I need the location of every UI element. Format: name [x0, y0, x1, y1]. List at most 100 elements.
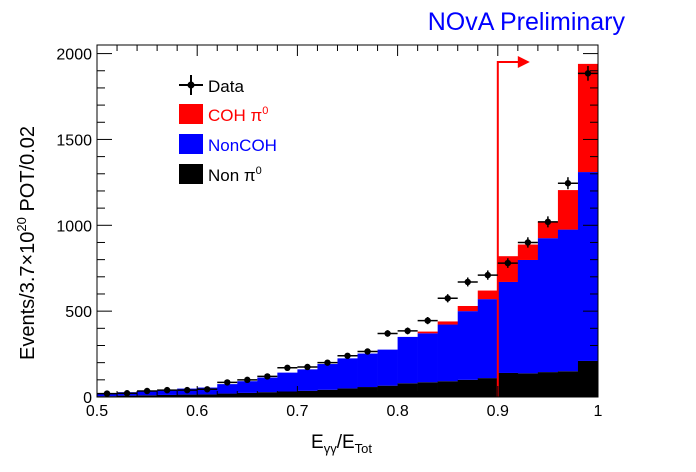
- x-axis-label-sub2: Tot: [355, 441, 373, 456]
- bar-non-0-bin-3: [157, 394, 178, 397]
- data-point-1: [117, 390, 138, 397]
- bar-noncoh-bin-21: [517, 259, 539, 374]
- bar-non-0-bin-16: [417, 382, 438, 397]
- bar-noncoh-bin-22: [537, 238, 559, 373]
- bar-non-0-bin-14: [377, 385, 398, 397]
- data-point-8: [257, 373, 278, 380]
- histogram-bars: [97, 63, 599, 397]
- chart-title: NOvA Preliminary: [428, 8, 626, 36]
- data-point-13: [357, 348, 378, 355]
- legend-label-coh-pi0-sup: 0: [262, 105, 268, 117]
- data-point-3: [157, 386, 178, 394]
- x-tick-label: 0.7: [286, 403, 308, 420]
- cut-line-path: [496, 61, 520, 397]
- bar-noncoh-bin-9: [277, 372, 298, 392]
- bar-coh-0-bin-18: [457, 305, 479, 312]
- bar-coh-0-bin-22: [537, 221, 559, 239]
- bar-non-0-bin-8: [257, 392, 278, 397]
- x-axis-label-main: E: [311, 432, 324, 453]
- bar-coh-0-bin-17: [437, 321, 459, 325]
- svg-text:COH π0: COH π0: [208, 105, 268, 125]
- data-point-16: [417, 316, 438, 325]
- bar-noncoh-bin-6: [217, 384, 238, 394]
- data-point-7: [237, 376, 258, 384]
- bar-noncoh-bin-12: [337, 358, 358, 389]
- bar-noncoh-bin-23: [557, 229, 579, 372]
- bar-noncoh-bin-24: [577, 172, 599, 361]
- cut-arrow-head: [517, 56, 530, 68]
- x-axis-label: Eγγ/ETot: [311, 432, 372, 456]
- legend-label-non-pi0-sup: 0: [256, 165, 262, 177]
- bar-coh-0-bin-19: [477, 290, 499, 300]
- bar-noncoh-bin-17: [437, 324, 459, 382]
- data-point-20: [497, 258, 518, 268]
- bar-non-0-bin-6: [217, 393, 238, 397]
- svg-text:Eγγ/ETot: Eγγ/ETot: [311, 432, 372, 456]
- legend: Data COH π0 NonCOH Non π0: [179, 75, 277, 185]
- data-point-23: [557, 177, 578, 190]
- y-tick-label: 2000: [56, 47, 92, 64]
- bar-non-0-bin-19: [477, 378, 499, 397]
- bar-non-0-bin-13: [357, 387, 378, 397]
- bar-non-0-bin-4: [177, 394, 198, 397]
- y-tick-label: 1000: [56, 218, 92, 235]
- bar-noncoh-bin-11: [317, 364, 338, 390]
- bar-non-0-bin-24: [577, 360, 599, 397]
- x-tick-label: 0.5: [86, 403, 108, 420]
- data-point-17: [437, 294, 458, 303]
- bar-noncoh-bin-19: [477, 299, 499, 379]
- bar-non-0-bin-9: [277, 391, 298, 397]
- axis-ticks: 0.5 0.6 0.7 0.8 0.9 1 0 500 1000 1500 2000: [56, 45, 603, 420]
- data-point-18: [457, 277, 478, 287]
- y-axis-label-post: POT/0.02: [17, 126, 39, 217]
- data-point-4: [177, 386, 198, 394]
- legend-label-noncoh: NonCOH: [208, 136, 277, 155]
- x-axis-label-sub1: γγ: [324, 441, 338, 456]
- bar-non-0-bin-22: [537, 372, 559, 397]
- cut-line: [496, 56, 530, 397]
- bar-non-0-bin-2: [137, 395, 158, 397]
- bar-non-0-bin-5: [197, 394, 218, 397]
- bar-non-0-bin-15: [397, 383, 418, 397]
- svg-text:Events/3.7×1020 POT/0.02: Events/3.7×1020 POT/0.02: [14, 126, 39, 360]
- bar-coh-0-bin-23: [557, 190, 579, 230]
- data-point-12: [337, 352, 358, 359]
- bar-noncoh-bin-13: [357, 353, 378, 388]
- data-point-0: [97, 390, 118, 397]
- legend-label-data: Data: [208, 77, 244, 96]
- bar-non-0-bin-17: [437, 381, 459, 397]
- bar-non-0-bin-20: [497, 372, 519, 397]
- bar-coh-0-bin-21: [517, 244, 539, 260]
- bar-non-0-bin-7: [237, 392, 258, 397]
- plot-frame: [96, 44, 599, 398]
- bar-noncoh-bin-15: [397, 336, 418, 384]
- data-point-15: [397, 327, 418, 335]
- x-tick-label: 0.8: [386, 403, 408, 420]
- legend-entry-non-pi0: Non π0: [179, 164, 262, 185]
- data-point-10: [297, 363, 318, 371]
- bar-non-0-bin-21: [517, 373, 539, 397]
- bar-non-0-bin-23: [557, 371, 579, 397]
- data-point-22: [537, 216, 558, 228]
- y-axis-label-pre: Events/3.7×10: [17, 232, 39, 360]
- legend-label-coh-pi0: COH π: [208, 106, 262, 125]
- bar-noncoh-bin-14: [377, 349, 398, 386]
- y-tick-label: 0: [83, 390, 92, 407]
- legend-entry-noncoh: NonCOH: [179, 134, 277, 155]
- legend-entry-data: Data: [179, 75, 244, 96]
- data-point-24: [577, 65, 598, 81]
- bar-noncoh-bin-20: [497, 281, 519, 373]
- bar-non-0-bin-11: [317, 389, 338, 397]
- data-point-19: [477, 270, 498, 280]
- bar-coh-0-bin-24: [577, 63, 599, 173]
- y-tick-label: 500: [65, 304, 92, 321]
- bar-noncoh-bin-8: [257, 377, 278, 393]
- data-point-14: [377, 330, 398, 337]
- data-points: [97, 65, 598, 397]
- data-point-5: [197, 386, 218, 393]
- bar-non-0-bin-12: [337, 388, 358, 397]
- legend-entry-coh-pi0: COH π0: [179, 104, 268, 125]
- bar-noncoh-bin-16: [417, 333, 438, 383]
- bar-noncoh-bin-10: [297, 369, 318, 391]
